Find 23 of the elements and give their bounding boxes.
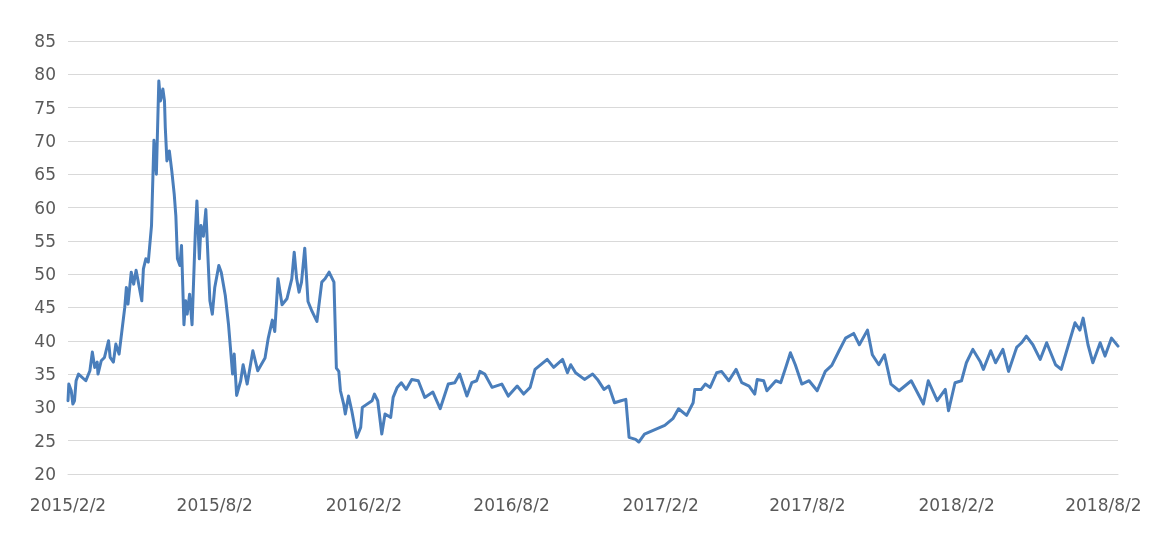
y-tick-label: 80: [34, 64, 56, 85]
x-tick-label: 2018/2/2: [918, 494, 995, 515]
y-tick-label: 65: [34, 164, 56, 185]
y-tick-label: 85: [34, 31, 56, 51]
y-tick-label: 20: [34, 464, 56, 484]
x-tick-label: 2017/2/2: [622, 494, 699, 515]
x-tick-label: 2016/8/2: [473, 494, 550, 515]
line-series: [66, 79, 1120, 444]
y-tick-label: 75: [34, 97, 56, 118]
y-tick-label: 35: [34, 364, 56, 385]
x-tick-label: 2017/8/2: [769, 494, 846, 515]
x-tick-label: 2015/8/2: [176, 494, 253, 515]
y-tick-label: 70: [34, 130, 56, 151]
y-tick-label: 30: [34, 397, 56, 418]
y-tick-label: 55: [34, 230, 56, 251]
y-tick-label: 60: [34, 197, 56, 218]
x-tick-label: 2018/8/2: [1065, 494, 1142, 515]
x-tick-label: 2016/2/2: [325, 494, 403, 515]
y-tick-label: 40: [34, 330, 56, 351]
y-tick-label: 45: [34, 297, 56, 318]
y-tick-label: 50: [34, 264, 56, 285]
x-tick-label: 2015/2/2: [29, 494, 107, 515]
y-tick-label: 25: [34, 430, 56, 451]
